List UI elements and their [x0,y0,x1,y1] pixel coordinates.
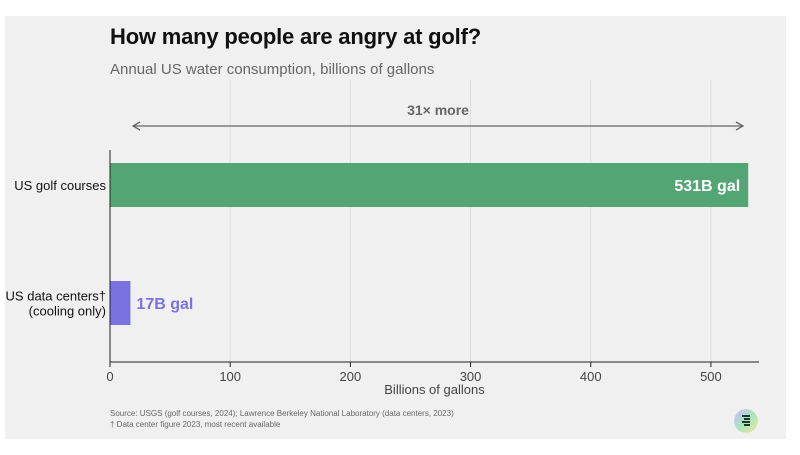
x-tick-label: 100 [219,369,241,384]
data-label: 531B gal [674,178,740,195]
chart-title: How many people are angry at golf? [110,24,481,49]
x-tick-label: 300 [460,369,482,384]
bar [110,281,131,325]
x-tick-label: 0 [106,369,113,384]
source-note: Source: USGS (golf courses, 2024); Lawre… [110,409,454,418]
bar [110,163,749,207]
category-label: US golf courses [14,178,106,193]
footnote: † Data center figure 2023, most recent a… [110,420,281,429]
annotation-label: 31× more [407,102,469,118]
category-label: US data centers† [6,289,106,304]
x-tick-label: 400 [580,369,602,384]
chart-panel [5,16,786,439]
x-tick-label: 500 [700,369,722,384]
x-tick-label: 200 [340,369,362,384]
x-axis-title: Billions of gallons [384,382,485,397]
category-label: (cooling only) [29,304,106,319]
data-label: 17B gal [136,296,193,313]
publisher-logo-icon [734,409,758,433]
chart-subtitle: Annual US water consumption, billions of… [110,61,435,78]
annotation-arrowhead-left [131,121,141,131]
annotation-arrowhead-right [735,121,745,131]
